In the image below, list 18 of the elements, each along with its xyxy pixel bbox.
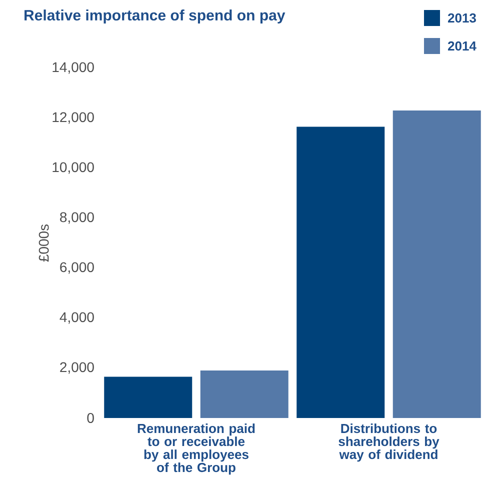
bar [392, 110, 481, 418]
x-tick-label: Distributions to shareholders by way of dividend [338, 424, 440, 462]
chart-title: Relative importance of spend on pay [24, 10, 286, 24]
bar [104, 376, 192, 418]
y-tick-label: 4,000 [60, 312, 94, 324]
y-axis-title: £000s [38, 224, 49, 262]
bar [296, 126, 385, 418]
y-tick-label: 6,000 [60, 262, 94, 274]
y-tick-label: 0 [87, 413, 94, 423]
legend-label: 2014 [448, 41, 476, 51]
y-tick-label: 12,000 [52, 112, 94, 124]
x-tick-label: Remuneration paid to or receivable by all employees of the Group [138, 424, 255, 475]
y-tick-label: 2,000 [60, 362, 94, 374]
legend-label: 2013 [448, 13, 476, 23]
y-tick-label: 10,000 [52, 162, 94, 174]
y-tick-label: 8,000 [60, 212, 94, 224]
y-tick-label: 14,000 [52, 62, 94, 74]
bar [200, 370, 288, 418]
